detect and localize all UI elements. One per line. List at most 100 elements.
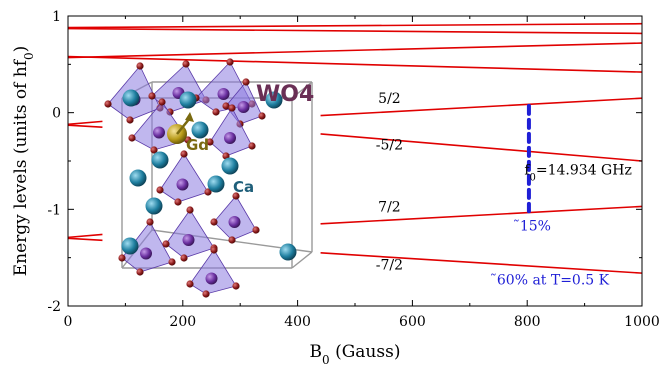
- oxygen-atom: [228, 236, 236, 244]
- level-line-2-seg-0: [68, 42, 642, 59]
- y-tick-label-3: 1: [52, 9, 61, 25]
- oxygen-atom: [186, 206, 194, 214]
- inset-label-wo4: WO4: [256, 82, 314, 107]
- calcium-atom: [151, 151, 169, 169]
- tungsten-atom: [140, 247, 152, 260]
- oxygen-atom: [228, 104, 236, 112]
- percent-60-annotation: ˜60% at T=0.5 K: [490, 273, 610, 289]
- tungsten-atom: [217, 88, 230, 100]
- oxygen-atom: [168, 258, 176, 266]
- oxygen-atom: [118, 254, 126, 262]
- level-line-7-seg-1: [320, 252, 642, 274]
- level-label-4: 5/2: [378, 91, 401, 107]
- oxygen-atom: [206, 138, 214, 146]
- tungsten-atom: [228, 216, 241, 228]
- oxygen-atom: [210, 218, 218, 226]
- crystal-structure-inset: [104, 58, 313, 298]
- oxygen-atom: [242, 78, 250, 86]
- x-tick-label-4: 800: [514, 314, 541, 330]
- oxygen-atom: [136, 62, 144, 70]
- wo4-tetrahedron-10: [189, 249, 237, 295]
- inset-label-ca: Ca: [233, 178, 254, 196]
- axis-ticks: 0 200 400 600 800 1000 -2 -1 0 1: [47, 9, 659, 330]
- y-tick-label-2: 0: [52, 106, 61, 122]
- oxygen-atom: [186, 280, 194, 288]
- inset-label-gd: Gd: [186, 136, 209, 154]
- x-tick-label-2: 400: [284, 314, 311, 330]
- level-label-6: 7/2: [378, 199, 401, 215]
- calcium-atom: [179, 91, 197, 109]
- oxygen-atom: [180, 150, 188, 158]
- y-axis-title: Energy levels (units of hf0): [11, 46, 36, 277]
- tungsten-atom: [205, 272, 218, 285]
- oxygen-atom: [184, 136, 192, 144]
- level-line-4-seg-0: [68, 120, 103, 126]
- level-line-0-seg-0: [68, 22, 642, 29]
- calcium-atom: [191, 121, 209, 139]
- oxygen-atom: [222, 102, 230, 110]
- oxygen-atom: [136, 268, 144, 276]
- level-lines: [68, 22, 642, 274]
- gd-spin-arrow-head: [185, 112, 194, 122]
- calcium-atom: [207, 175, 225, 193]
- level-labels: 5/2 -5/2 7/2 -7/2: [376, 91, 403, 273]
- calcium-atom: [129, 169, 147, 187]
- x-axis-title: B0 (Gauss): [310, 342, 401, 367]
- oxygen-atom: [174, 198, 182, 206]
- cell-edge: [291, 251, 313, 269]
- oxygen-atom: [210, 246, 218, 254]
- level-label-5: -5/2: [376, 137, 403, 153]
- oxygen-atom: [204, 188, 212, 196]
- oxygen-atom: [156, 186, 164, 194]
- oxygen-atom: [202, 290, 210, 298]
- level-line-5-seg-0: [68, 124, 103, 128]
- oxygen-atom: [258, 112, 266, 120]
- oxygen-atom: [158, 98, 166, 106]
- frequency-annotation: f0=14.934 GHz: [524, 163, 632, 184]
- tungsten-atom: [237, 101, 250, 113]
- oxygen-atom: [232, 192, 240, 200]
- oxygen-atom: [162, 240, 170, 248]
- x-tick-label-5: 1000: [624, 314, 660, 330]
- wo4-tetrahedron-8: [165, 209, 215, 259]
- level-line-1-seg-0: [68, 27, 642, 35]
- oxygen-atom: [128, 134, 136, 142]
- calcium-atom: [122, 89, 140, 107]
- x-tick-label-3: 600: [399, 314, 426, 330]
- tungsten-atom: [153, 126, 165, 139]
- tungsten-atom: [182, 234, 195, 246]
- oxygen-atom: [146, 218, 154, 226]
- y-tick-label-1: -1: [47, 202, 61, 218]
- oxygen-atom: [212, 108, 220, 116]
- oxygen-atom: [226, 58, 234, 66]
- x-tick-label-1: 200: [169, 314, 196, 330]
- oxygen-atom: [182, 60, 190, 68]
- level-line-4-seg-1: [320, 97, 642, 117]
- calcium-atom: [121, 237, 139, 255]
- level-line-3-seg-0: [68, 55, 642, 73]
- level-line-6-seg-1: [320, 205, 642, 225]
- calcium-atom: [265, 91, 283, 109]
- oxygen-atom: [232, 282, 240, 290]
- level-line-7-seg-0: [68, 237, 103, 242]
- oxygen-atom: [180, 254, 188, 262]
- level-line-6-seg-0: [68, 233, 103, 239]
- calcium-atom: [279, 243, 297, 261]
- oxygen-atom: [104, 100, 112, 108]
- oxygen-atom: [148, 92, 156, 100]
- tungsten-atom: [224, 132, 236, 144]
- oxygen-atom: [248, 142, 256, 150]
- percent-15-annotation: ˜15%: [513, 219, 551, 235]
- oxygen-atom: [252, 226, 260, 234]
- oxygen-atom: [150, 146, 158, 154]
- level-label-7: -7/2: [376, 257, 403, 273]
- cell-edge: [291, 81, 313, 99]
- x-tick-label-0: 0: [64, 314, 73, 330]
- tungsten-atom: [176, 178, 189, 191]
- oxygen-atom: [126, 116, 134, 124]
- calcium-atom: [145, 197, 163, 215]
- calcium-atom: [221, 157, 239, 175]
- gd-spin-arrow: [176, 117, 191, 135]
- y-tick-label-0: -2: [47, 299, 61, 315]
